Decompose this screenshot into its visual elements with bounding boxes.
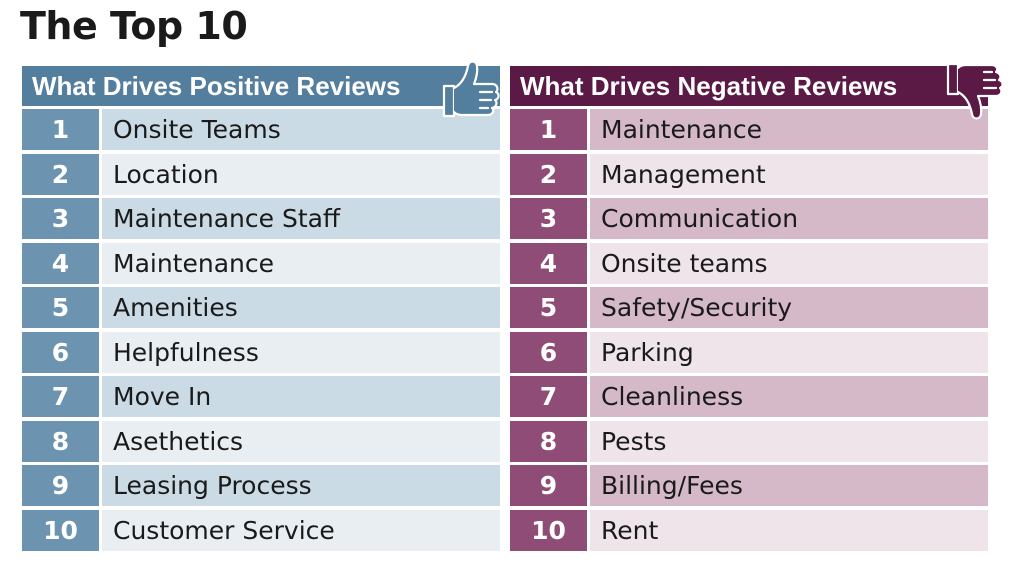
list-item: 10 Rent <box>510 509 988 551</box>
list-item: 7 Move In <box>22 376 500 417</box>
list-item-label: Maintenance <box>102 242 500 284</box>
list-item-label: Safety/Security <box>590 287 988 328</box>
rank-number: 9 <box>22 465 99 506</box>
thumbs-up-icon <box>442 60 500 118</box>
list-item-label: Asethetics <box>102 420 500 462</box>
positive-reviews-header: What Drives Positive Reviews <box>22 60 500 118</box>
rank-number: 3 <box>22 198 99 239</box>
positive-reviews-header-label: What Drives Positive Reviews <box>32 71 401 101</box>
negative-reviews-header-label: What Drives Negative Reviews <box>520 71 898 101</box>
list-item-label: Onsite teams <box>590 242 988 284</box>
negative-reviews-header: What Drives Negative Reviews <box>510 62 1004 120</box>
rank-number: 3 <box>510 198 587 239</box>
rank-number: 8 <box>510 420 587 462</box>
list-item: 3 Maintenance Staff <box>22 198 500 239</box>
list-item-label: Helpfulness <box>102 331 500 373</box>
list-item-label: Pests <box>590 420 988 462</box>
list-item-label: Move In <box>102 376 500 417</box>
list-item: 9 Leasing Process <box>22 465 500 506</box>
rank-number: 1 <box>510 109 587 150</box>
list-item-label: Parking <box>590 331 988 373</box>
list-item: 9 Billing/Fees <box>510 465 988 506</box>
list-item: 5 Amenities <box>22 287 500 328</box>
list-item: 6 Helpfulness <box>22 331 500 373</box>
rank-number: 1 <box>22 109 99 150</box>
list-item-label: Billing/Fees <box>590 465 988 506</box>
rank-number: 9 <box>510 465 587 506</box>
list-item-label: Maintenance Staff <box>102 198 500 239</box>
rank-number: 6 <box>510 331 587 373</box>
rank-number: 6 <box>22 331 99 373</box>
rank-number: 5 <box>22 287 99 328</box>
rank-number: 5 <box>510 287 587 328</box>
rank-number: 4 <box>510 242 587 284</box>
positive-reviews-panel: What Drives Positive Reviews 1 Onsite Te… <box>22 60 500 554</box>
page-title: The Top 10 <box>20 4 248 48</box>
rank-number: 10 <box>510 509 587 551</box>
list-item-label: Onsite Teams <box>102 109 500 150</box>
positive-reviews-list: 1 Onsite Teams 2 Location 3 Maintenance … <box>22 109 500 551</box>
negative-reviews-panel: What Drives Negative Reviews 1 Maintenan… <box>510 62 1004 554</box>
list-item-label: Cleanliness <box>590 376 988 417</box>
list-item: 10 Customer Service <box>22 509 500 551</box>
list-item: 8 Asethetics <box>22 420 500 462</box>
list-item: 1 Maintenance <box>510 109 988 150</box>
list-item-label: Leasing Process <box>102 465 500 506</box>
rank-number: 10 <box>22 509 99 551</box>
rank-number: 8 <box>22 420 99 462</box>
list-item: 4 Maintenance <box>22 242 500 284</box>
list-item: 5 Safety/Security <box>510 287 988 328</box>
thumbs-down-icon <box>946 62 1004 120</box>
rank-number: 4 <box>22 242 99 284</box>
list-item-label: Communication <box>590 198 988 239</box>
list-item: 2 Management <box>510 153 988 195</box>
list-item: 3 Communication <box>510 198 988 239</box>
list-item-label: Customer Service <box>102 509 500 551</box>
rank-number: 2 <box>510 153 587 195</box>
list-item: 6 Parking <box>510 331 988 373</box>
rank-number: 7 <box>22 376 99 417</box>
list-item-label: Maintenance <box>590 109 988 150</box>
list-item-label: Rent <box>590 509 988 551</box>
list-item: 8 Pests <box>510 420 988 462</box>
list-item: 2 Location <box>22 153 500 195</box>
list-item-label: Management <box>590 153 988 195</box>
list-item: 7 Cleanliness <box>510 376 988 417</box>
list-item: 1 Onsite Teams <box>22 109 500 150</box>
negative-reviews-list: 1 Maintenance 2 Management 3 Communicati… <box>510 109 988 551</box>
rank-number: 2 <box>22 153 99 195</box>
list-item: 4 Onsite teams <box>510 242 988 284</box>
list-item-label: Location <box>102 153 500 195</box>
list-item-label: Amenities <box>102 287 500 328</box>
rank-number: 7 <box>510 376 587 417</box>
